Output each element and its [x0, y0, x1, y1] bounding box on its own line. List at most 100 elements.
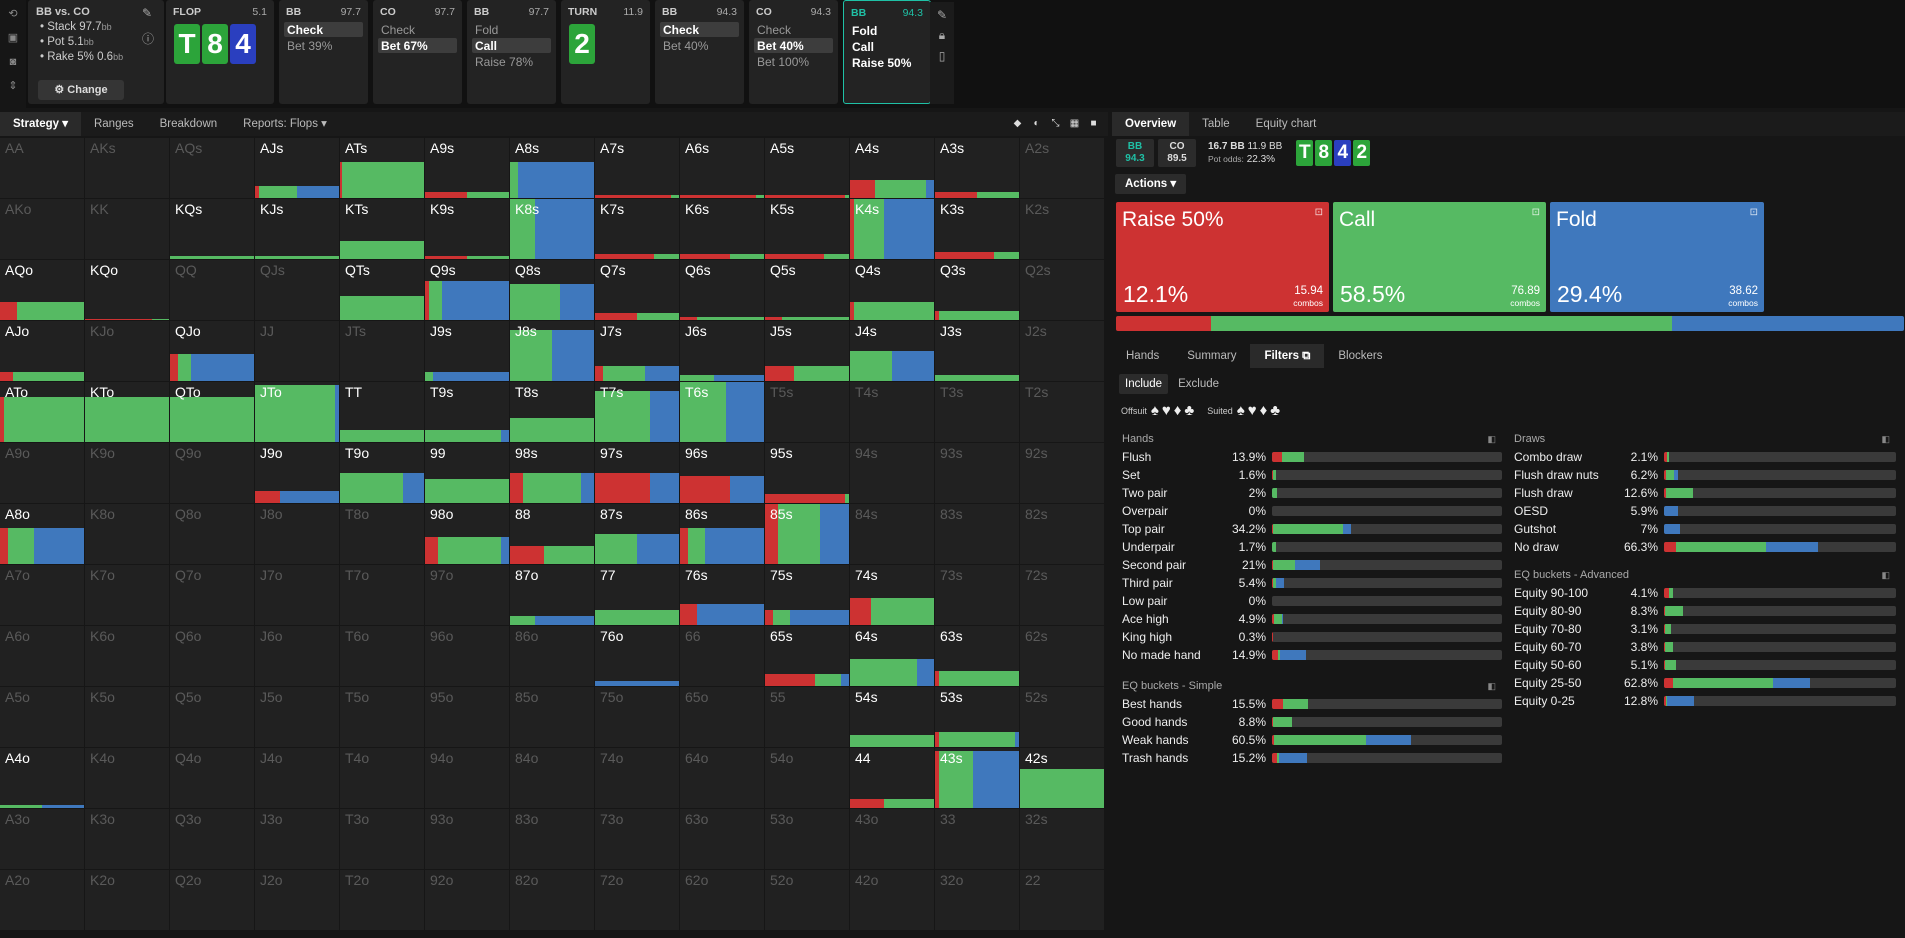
hand-cell[interactable]: KJo — [85, 321, 169, 381]
node-action[interactable]: Bet 39% — [287, 39, 333, 53]
filter-row[interactable]: Flush draw 12.6% — [1514, 484, 1896, 502]
hand-cell[interactable]: A4s — [850, 138, 934, 198]
action-box-fold[interactable]: Fold 29.4% 38.62 combos ⊡ — [1550, 202, 1764, 312]
hand-cell[interactable]: Q3s — [935, 260, 1019, 320]
hand-cell[interactable]: 82o — [510, 870, 594, 930]
hand-cell[interactable]: T6s — [680, 382, 764, 442]
hand-cell[interactable]: 84s — [850, 504, 934, 564]
filter-row[interactable]: Combo draw 2.1% — [1514, 448, 1896, 466]
edit-icon[interactable]: ✎ — [142, 6, 153, 20]
hand-cell[interactable]: 96s — [680, 443, 764, 503]
hand-cell[interactable]: Q6o — [170, 626, 254, 686]
tab-summary[interactable]: Summary — [1187, 350, 1237, 362]
tab-hands[interactable]: Hands — [1126, 350, 1160, 362]
offsuit-suits[interactable]: ♠♥♦♣ — [1150, 402, 1198, 419]
hand-cell[interactable]: 62s — [1020, 626, 1104, 686]
filter-row[interactable]: Trash hands 15.2% — [1122, 749, 1502, 767]
hand-cell[interactable]: J5s — [765, 321, 849, 381]
hand-cell[interactable]: K6o — [85, 626, 169, 686]
hand-cell[interactable]: 42o — [850, 870, 934, 930]
hand-cell[interactable]: 87o — [510, 565, 594, 625]
node-action[interactable]: Raise 50% — [852, 56, 912, 70]
hand-cell[interactable]: J5o — [255, 687, 339, 747]
node-bb2[interactable]: BB 97.7 Fold Call Raise 78% — [467, 0, 556, 104]
collapse-icon[interactable]: ◧ — [1487, 434, 1496, 444]
hand-cell[interactable]: K2o — [85, 870, 169, 930]
node-action[interactable]: Check — [381, 23, 416, 37]
pencil-icon[interactable]: ✎ — [936, 8, 948, 22]
hand-cell[interactable]: JJ — [255, 321, 339, 381]
hand-cell[interactable]: 98o — [425, 504, 509, 564]
hand-cell[interactable]: KJs — [255, 199, 339, 259]
hand-cell[interactable]: T6o — [340, 626, 424, 686]
hand-cell[interactable]: A6o — [0, 626, 84, 686]
hand-cell[interactable]: K4o — [85, 748, 169, 808]
node-bb1[interactable]: BB 97.7 Check Bet 39% — [279, 0, 368, 104]
hand-cell[interactable]: K9s — [425, 199, 509, 259]
include-button[interactable]: Include — [1119, 374, 1169, 394]
hand-cell[interactable]: K3s — [935, 199, 1019, 259]
hand-cell[interactable]: Q9o — [170, 443, 254, 503]
hand-cell[interactable]: Q3o — [170, 809, 254, 869]
hand-cell[interactable]: QJs — [255, 260, 339, 320]
node-action[interactable]: Check — [284, 22, 363, 37]
hand-cell[interactable]: 82s — [1020, 504, 1104, 564]
hand-cell[interactable]: KTo — [85, 382, 169, 442]
hand-cell[interactable]: Q5s — [765, 260, 849, 320]
hand-cell[interactable]: 83s — [935, 504, 1019, 564]
node-action[interactable]: Raise 78% — [475, 55, 534, 69]
filter-row[interactable]: Second pair 21% — [1122, 556, 1502, 574]
hand-cell[interactable]: KK — [85, 199, 169, 259]
hand-cell[interactable]: 53s — [935, 687, 1019, 747]
expand-icon[interactable]: ⇕ — [8, 80, 18, 92]
hand-cell[interactable]: KQs — [170, 199, 254, 259]
info-icon[interactable]: ⓘ — [142, 32, 155, 46]
hand-cell[interactable]: 73s — [935, 565, 1019, 625]
hand-cell[interactable]: 93s — [935, 443, 1019, 503]
hand-cell[interactable]: T4s — [850, 382, 934, 442]
hand-cell[interactable]: T4o — [340, 748, 424, 808]
filter-row[interactable]: Equity 0-25 12.8% — [1514, 692, 1896, 710]
tab-strategy[interactable]: Strategy ▾ — [0, 112, 81, 136]
hand-cell[interactable]: 85s — [765, 504, 849, 564]
hand-cell[interactable]: 64s — [850, 626, 934, 686]
tab-overview[interactable]: Overview — [1112, 112, 1190, 136]
node-co2[interactable]: CO 94.3 Check Bet 40% Bet 100% — [749, 0, 838, 104]
node-action[interactable]: Check — [660, 22, 739, 37]
hand-cell[interactable]: AA — [0, 138, 84, 198]
hand-cell[interactable]: 77 — [595, 565, 679, 625]
filter-row[interactable]: Equity 90-100 4.1% — [1514, 584, 1896, 602]
hand-cell[interactable]: Q7o — [170, 565, 254, 625]
hand-cell[interactable]: Q8s — [510, 260, 594, 320]
hand-cell[interactable]: 63s — [935, 626, 1019, 686]
hand-cell[interactable]: Q7s — [595, 260, 679, 320]
tab-reports[interactable]: Reports: Flops ▾ — [243, 118, 327, 130]
hand-cell[interactable]: Q5o — [170, 687, 254, 747]
hand-cell[interactable]: 55 — [765, 687, 849, 747]
hand-cell[interactable]: AJo — [0, 321, 84, 381]
grid-icon[interactable]: ▦ — [1069, 118, 1080, 129]
hand-cell[interactable]: 97s — [595, 443, 679, 503]
filter-row[interactable]: No draw 66.3% — [1514, 538, 1896, 556]
hand-cell[interactable]: 32s — [1020, 809, 1104, 869]
filter-row[interactable]: No made hand 14.9% — [1122, 646, 1502, 664]
hand-cell[interactable]: K7s — [595, 199, 679, 259]
hand-cell[interactable]: QTs — [340, 260, 424, 320]
filter-row[interactable]: Flush 13.9% — [1122, 448, 1502, 466]
tab-filters[interactable]: Filters ⧉ — [1250, 344, 1325, 368]
node-action[interactable]: Call — [472, 38, 551, 53]
hand-cell[interactable]: 97o — [425, 565, 509, 625]
cube-icon[interactable]: ◆ — [1013, 118, 1022, 129]
node-bb3[interactable]: BB 94.3 Check Bet 40% — [655, 0, 744, 104]
hand-cell[interactable]: K5s — [765, 199, 849, 259]
hand-cell[interactable]: AQo — [0, 260, 84, 320]
expand-icon[interactable]: ⊡ — [1749, 207, 1758, 218]
hand-cell[interactable]: 42s — [1020, 748, 1104, 808]
hand-cell[interactable]: T3s — [935, 382, 1019, 442]
hand-cell[interactable]: K7o — [85, 565, 169, 625]
hand-cell[interactable]: T7s — [595, 382, 679, 442]
hand-cell[interactable]: A8o — [0, 504, 84, 564]
hand-cell[interactable]: ATo — [0, 382, 84, 442]
lock-icon[interactable]: 🔒︎ — [938, 28, 946, 42]
hand-cell[interactable]: Q2s — [1020, 260, 1104, 320]
